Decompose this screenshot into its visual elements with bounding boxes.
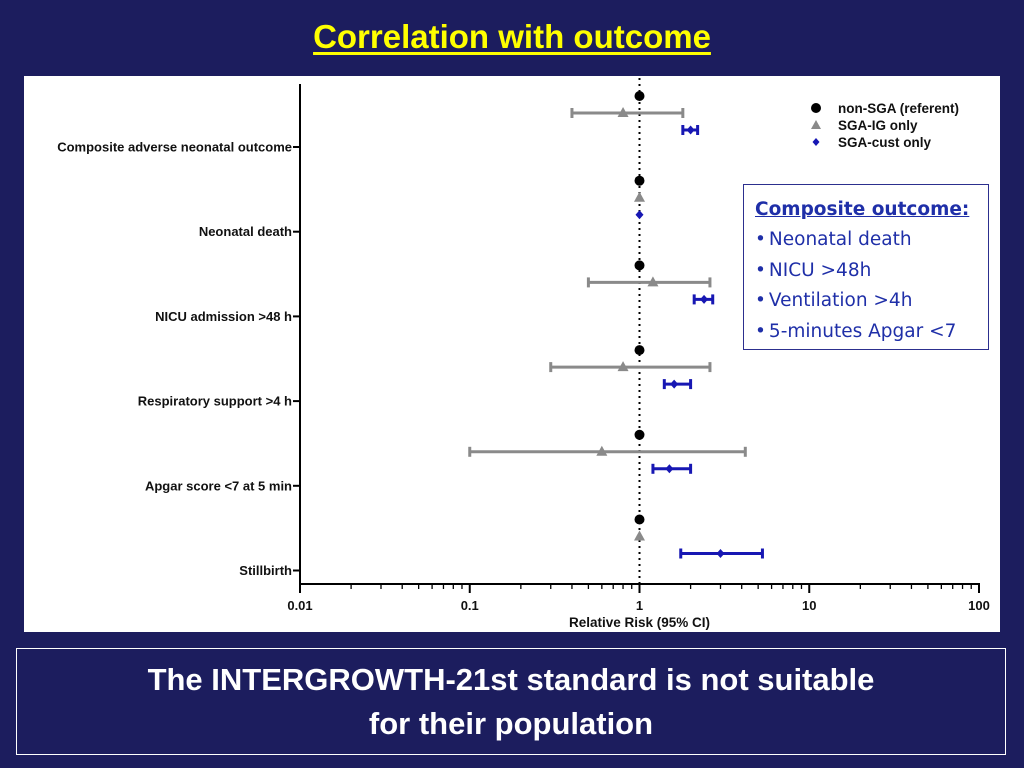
outcome-label: NICU admission >48 h [155,309,292,324]
composite-outcome-box: Composite outcome: • Neonatal death • NICU… [743,184,989,350]
outcome-label: Respiratory support >4 h [138,394,292,409]
composite-item: • 5-minutes Apgar <7 [755,320,957,342]
sga-ig-point [617,361,629,372]
sga-cust-point [716,549,725,558]
conclusion-line-1: The INTERGROWTH-21st standard is not sui… [147,662,875,697]
bullet-icon: • [755,290,766,311]
forest-plot: 0.01 0.1 1 10 100 Relative Risk (95% CI) Compo… [57,78,990,630]
legend-label: SGA-IG only [838,118,918,133]
sga-ig-point [634,191,645,202]
x-tick-label: 10 [802,598,816,613]
sga-cust-point [635,210,644,220]
sga-ig-point [647,276,659,287]
sga-cust-point [686,125,695,135]
conclusion-line-2: for their population [368,706,654,741]
referent-point [634,260,645,271]
sga-ig-point [634,530,645,541]
conclusion-box: The INTERGROWTH-21st standard is not sui… [16,648,1006,755]
legend-label: SGA-cust only [838,135,932,150]
composite-item: • NICU >48h [755,259,872,281]
referent-point [634,429,645,440]
legend-label: non-SGA (referent) [838,101,959,116]
sga-ig-point [596,445,608,456]
bullet-icon: • [755,229,766,250]
sga-cust-point [670,379,679,389]
diamond-marker-icon [812,138,820,146]
outcome-label: Stillbirth [239,563,292,578]
x-tick-label: 100 [968,598,990,613]
forest-plot-panel: 0.01 0.1 1 10 100 Relative Risk (95% CI) Compo… [24,76,1000,632]
bullet-icon: • [755,259,766,281]
composite-item: • Ventilation >4h [755,290,913,311]
outcome-label: Composite adverse neonatal outcome [57,140,292,155]
triangle-marker-icon [811,120,821,129]
x-axis-label: Relative Risk (95% CI) [569,615,710,630]
composite-box-title: Composite outcome: [755,199,970,220]
referent-point [634,345,645,356]
x-tick-label: 0.1 [461,598,479,613]
bullet-icon: • [755,320,766,342]
x-tick-label: 0.01 [287,598,312,613]
outcome-label: Neonatal death [199,224,292,239]
outcome-label: Apgar score <7 at 5 min [145,478,292,493]
sga-ig-point [617,107,629,117]
sga-cust-point [700,294,709,304]
referent-point [634,514,645,525]
sga-cust-point [665,464,674,474]
circle-marker-icon [811,103,821,113]
referent-point [634,91,645,101]
slide-title: Correlation with outcome [313,18,711,55]
referent-point [634,175,645,186]
composite-item: • Neonatal death [755,229,912,250]
x-tick-label: 1 [636,598,643,613]
